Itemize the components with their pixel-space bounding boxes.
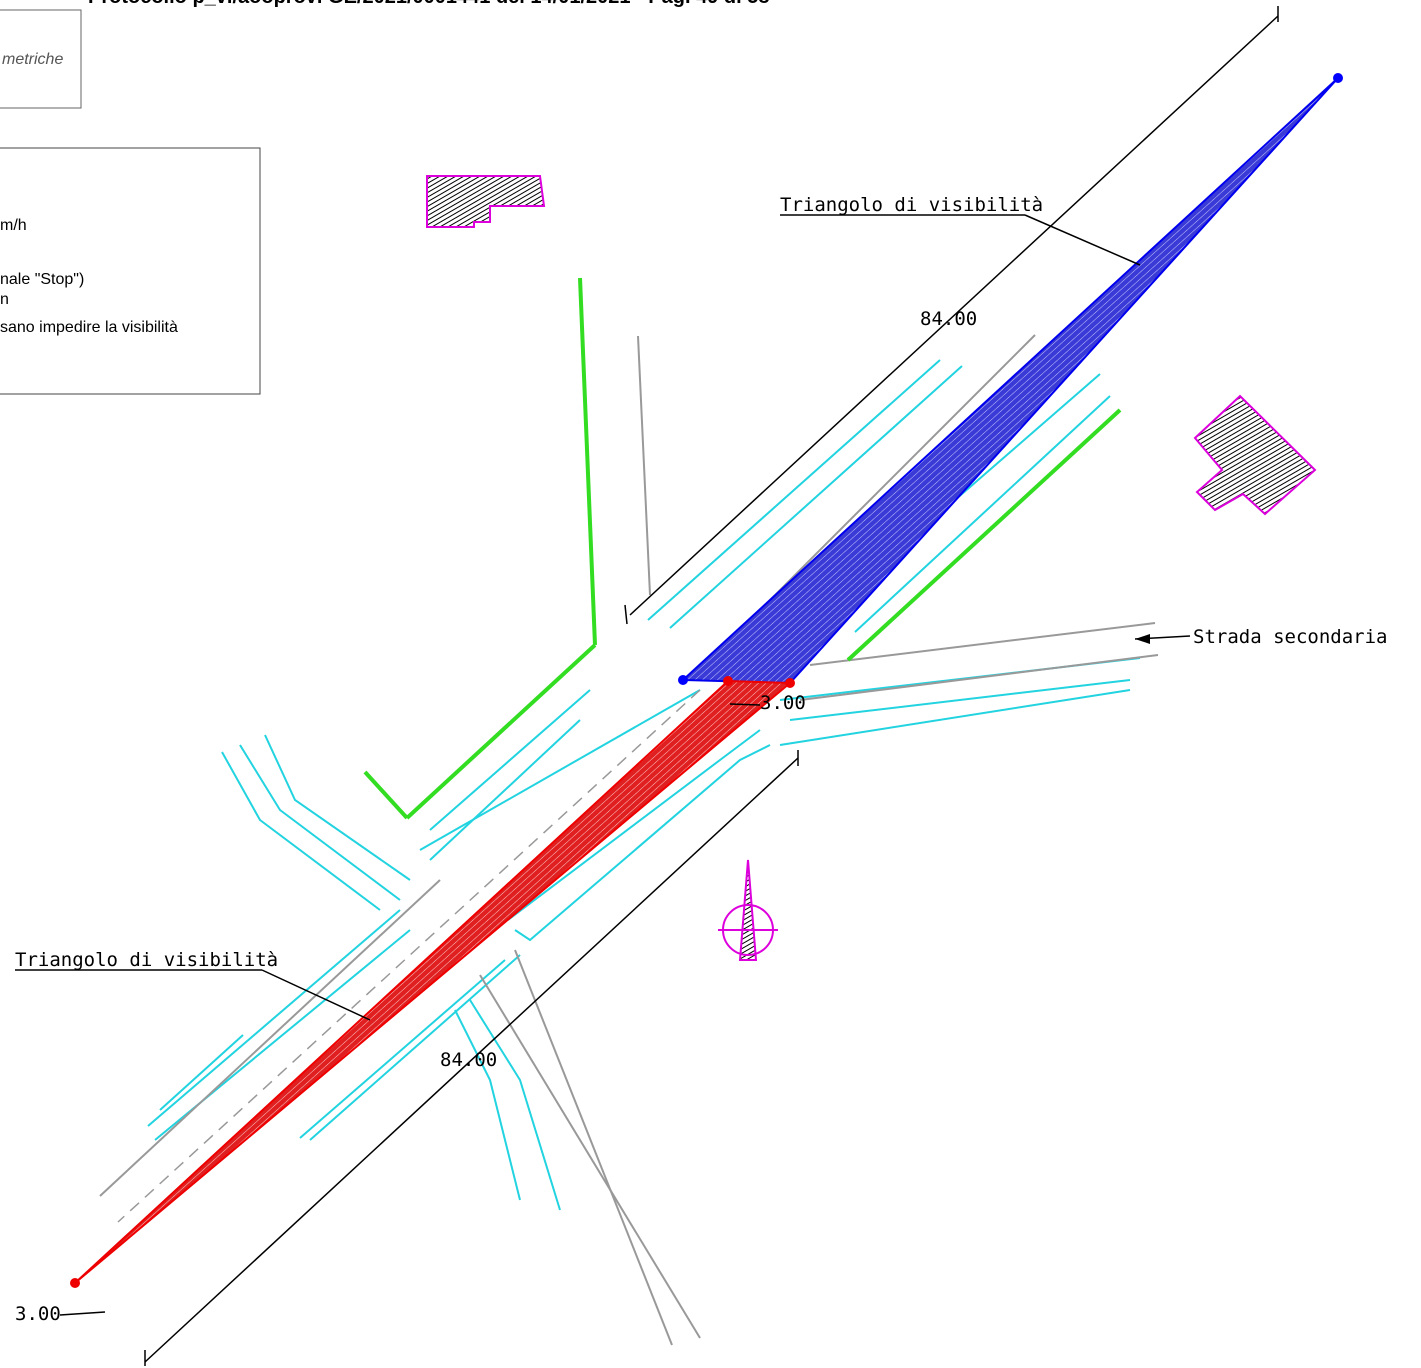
legend-box — [0, 147, 261, 395]
legend-line: m/h — [0, 217, 27, 234]
dimension-label: 3.00 — [15, 1303, 61, 1325]
dimension-label: 3.00 — [760, 692, 806, 714]
buildings — [426, 175, 1317, 516]
vertex-dots — [70, 73, 1343, 1288]
annotation: Triangolo di visibilità — [15, 949, 278, 971]
legend-line: sano impedire la visibilità — [0, 319, 178, 336]
legend-line: n — [0, 291, 9, 308]
dimension-lines — [15, 6, 1279, 1366]
visibility-triangle — [74, 679, 793, 1284]
annotation: Triangolo di visibilità — [780, 194, 1043, 216]
road-lines — [99, 277, 1159, 1346]
header-text: Protocollo p_vi/aooprovi GE/2021/0001441… — [88, 0, 769, 8]
dimension-label: 84.00 — [920, 308, 977, 330]
title-box — [0, 9, 82, 109]
legend-line: nale "Stop") — [0, 271, 84, 288]
annotation: Strada secondaria — [1193, 626, 1387, 648]
visibility-triangle — [680, 77, 1339, 685]
dimension-label: 84.00 — [440, 1049, 497, 1071]
north-arrow — [718, 859, 778, 961]
title-box-text: metriche — [2, 51, 63, 68]
